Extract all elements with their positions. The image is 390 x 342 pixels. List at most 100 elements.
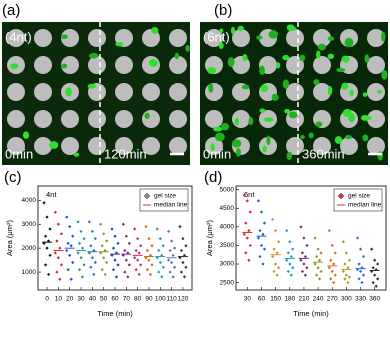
- y-tick-label: 1000: [22, 269, 37, 276]
- data-point: [65, 248, 69, 253]
- legend-label: gel size: [154, 193, 176, 200]
- data-point: [313, 262, 317, 266]
- data-point: [242, 232, 246, 236]
- gel-blob: [61, 63, 68, 69]
- data-point: [68, 225, 72, 229]
- x-tick-label: 80: [134, 296, 142, 303]
- pillar: [34, 83, 52, 101]
- data-point: [66, 268, 70, 272]
- x-tick-label: 50: [100, 296, 108, 303]
- data-point: [100, 268, 104, 272]
- pillar: [205, 110, 223, 128]
- gel-blob: [336, 67, 346, 73]
- data-point: [111, 246, 116, 250]
- data-point: [305, 243, 309, 248]
- data-point: [285, 258, 289, 262]
- data-point: [123, 248, 127, 253]
- pillar: [169, 56, 187, 74]
- data-point: [90, 256, 94, 260]
- data-point: [158, 236, 162, 241]
- pillar: [313, 29, 331, 47]
- data-point: [173, 265, 177, 269]
- data-point: [361, 273, 366, 277]
- data-point: [302, 262, 306, 266]
- gel-blob: [300, 135, 305, 140]
- data-point: [89, 244, 93, 248]
- data-point: [245, 236, 249, 240]
- data-point: [110, 253, 114, 257]
- gel-blob: [282, 54, 290, 61]
- data-point: [145, 248, 150, 253]
- gel-blob: [344, 37, 354, 48]
- data-point: [317, 258, 322, 262]
- data-point: [136, 258, 140, 262]
- data-point: [259, 243, 264, 248]
- data-point: [167, 229, 171, 234]
- x-tick-label: 20: [66, 296, 74, 303]
- data-point: [179, 270, 184, 274]
- gel-blob: [381, 70, 388, 80]
- x-tick-label: 300: [341, 296, 352, 303]
- gel-blob: [260, 84, 269, 93]
- time-label: 120min: [104, 146, 147, 161]
- gel-blob: [341, 82, 349, 91]
- annotation: 4nt: [46, 190, 57, 199]
- data-point: [332, 280, 336, 285]
- data-point: [55, 239, 59, 243]
- data-point: [168, 270, 172, 274]
- gel-blob: [362, 92, 368, 97]
- y-axis-label: Area (μm²): [5, 220, 14, 256]
- gel-blob: [271, 93, 279, 101]
- data-point: [150, 263, 154, 267]
- data-point: [341, 269, 345, 274]
- data-point: [244, 251, 248, 255]
- gel-blob: [288, 111, 298, 119]
- data-point: [303, 254, 308, 259]
- data-point: [59, 232, 63, 236]
- data-point: [157, 270, 161, 274]
- panel-label: (a): [2, 2, 20, 19]
- data-point: [145, 268, 150, 272]
- data-point: [181, 260, 185, 265]
- data-point: [43, 263, 48, 267]
- gel-blob: [174, 52, 180, 60]
- data-point: [139, 244, 143, 248]
- pillar: [88, 110, 106, 128]
- data-point: [114, 275, 119, 279]
- pillar: [34, 110, 52, 128]
- pillar: [169, 137, 187, 155]
- data-point: [333, 251, 337, 255]
- pillar: [367, 56, 385, 74]
- gel-blob: [213, 126, 223, 132]
- gel-blob: [10, 63, 19, 69]
- x-tick-label: 40: [89, 296, 97, 303]
- pillar: [7, 83, 25, 101]
- x-tick-label: 180: [284, 296, 295, 303]
- y-tick-label: 4500: [220, 205, 235, 212]
- x-tick-label: 0: [45, 296, 49, 303]
- gel-blob: [259, 65, 266, 76]
- data-point: [259, 210, 264, 214]
- y-tick-label: 2000: [22, 245, 37, 252]
- data-point: [90, 229, 94, 234]
- data-point: [274, 262, 278, 266]
- gel-blob: [60, 34, 68, 39]
- data-point: [275, 251, 279, 255]
- gel-blob: [262, 145, 267, 153]
- x-tick-label: 240: [313, 296, 324, 303]
- data-point: [344, 273, 348, 277]
- time-label: 360min: [302, 146, 345, 161]
- pillar: [88, 56, 106, 74]
- pillar: [61, 56, 79, 74]
- gel-blob: [364, 54, 370, 63]
- data-point: [53, 210, 57, 214]
- data-point: [155, 227, 159, 231]
- pillar: [286, 83, 304, 101]
- pillar: [205, 29, 223, 47]
- data-point: [314, 254, 319, 259]
- data-point: [299, 225, 303, 229]
- data-point: [144, 256, 148, 260]
- data-point: [167, 258, 171, 262]
- gel-blob: [241, 84, 250, 90]
- data-point: [341, 240, 345, 244]
